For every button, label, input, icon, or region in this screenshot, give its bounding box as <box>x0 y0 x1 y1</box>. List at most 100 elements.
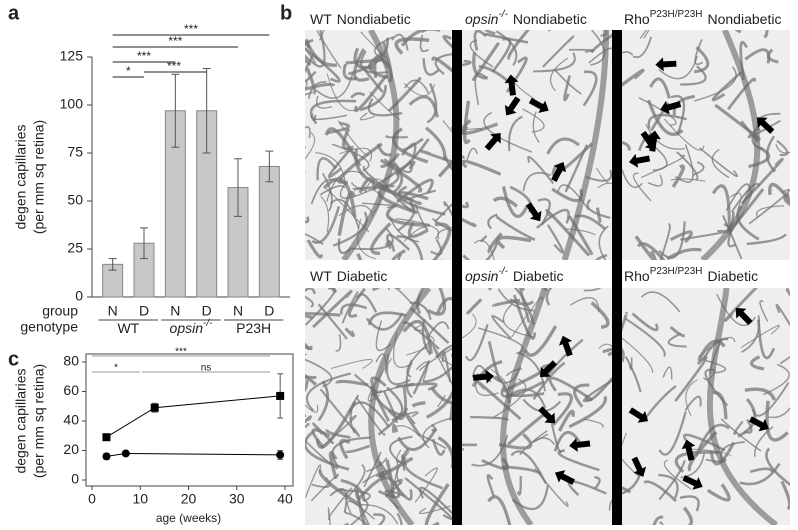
vessel <box>358 504 399 525</box>
vessel <box>344 463 366 501</box>
y-tick-label: 125 <box>60 48 84 64</box>
label-name: WT <box>310 268 332 284</box>
marker <box>150 403 159 412</box>
vessel <box>437 394 446 408</box>
major-vessel <box>706 288 778 525</box>
vessel <box>311 206 341 244</box>
vessel <box>723 288 758 322</box>
vessel <box>597 182 612 189</box>
group-label: WT <box>117 320 139 336</box>
major-vessel <box>499 288 548 525</box>
vessel <box>749 355 765 371</box>
vessel <box>423 365 452 383</box>
vessel <box>729 192 742 211</box>
series-line <box>106 395 281 438</box>
y-tick-label: 20 <box>63 441 79 457</box>
vessel <box>684 395 702 411</box>
vessel <box>533 52 576 73</box>
retina-image <box>462 288 612 525</box>
label-name: Rho <box>624 11 650 27</box>
vessel <box>401 447 443 490</box>
vessel <box>491 298 521 308</box>
vessel <box>498 433 533 450</box>
vessel <box>318 468 361 506</box>
vessel <box>359 84 387 112</box>
vessel <box>441 259 443 260</box>
vessel <box>768 406 790 419</box>
vessel <box>315 400 357 449</box>
label-condition: Nondiabetic <box>513 11 587 27</box>
vessel <box>622 51 634 56</box>
label-condition: Diabetic <box>708 268 759 284</box>
label-sup: -/- <box>498 266 508 277</box>
vessel <box>518 288 531 323</box>
vessel <box>397 428 438 451</box>
vessel <box>437 436 452 468</box>
x-tick-label: 20 <box>181 491 197 507</box>
vessel <box>397 185 446 216</box>
vessel <box>321 173 333 212</box>
vessel <box>305 83 336 91</box>
vessel <box>462 59 472 67</box>
vessel <box>347 37 389 76</box>
vessel <box>339 182 377 199</box>
vessel <box>396 512 403 525</box>
image-bg <box>622 30 790 260</box>
vessel <box>762 363 790 396</box>
vessel <box>697 339 726 362</box>
x-tick-label: 10 <box>132 491 148 507</box>
divider <box>452 30 462 525</box>
retina-image <box>462 30 612 260</box>
arrow <box>525 202 542 222</box>
vessel <box>780 480 790 511</box>
vessel <box>537 198 551 226</box>
vessel <box>387 386 408 420</box>
vessel <box>674 450 720 473</box>
vessel <box>491 314 512 340</box>
vessel <box>662 366 673 380</box>
vessel <box>470 415 510 422</box>
vessel <box>305 39 311 49</box>
vessel <box>622 347 625 363</box>
vessel <box>359 112 376 121</box>
vessel <box>727 77 757 111</box>
vessel <box>536 208 570 229</box>
vessel <box>519 437 556 456</box>
vessel <box>624 356 642 393</box>
vessel <box>495 215 536 242</box>
vessel <box>622 337 654 373</box>
vessel <box>384 240 396 252</box>
vessel <box>442 34 452 49</box>
arrow <box>655 57 677 72</box>
significance-label: * <box>114 363 118 374</box>
vessel <box>327 148 352 179</box>
label-name: opsin <box>465 268 499 284</box>
label-sup: -/- <box>498 9 508 20</box>
vessel <box>349 227 394 250</box>
x-tick-label: 40 <box>277 491 293 507</box>
arrow <box>631 456 647 477</box>
vessel <box>663 459 692 490</box>
vessel <box>568 395 607 429</box>
vessel <box>487 232 503 254</box>
vessel <box>327 507 331 525</box>
vessel <box>734 30 742 34</box>
vessel <box>395 218 440 240</box>
image-label: RhoP23H/P23H Diabetic <box>624 266 758 284</box>
vessel <box>437 160 452 178</box>
vessel <box>356 253 363 260</box>
vessel <box>639 30 650 39</box>
group-label: opsin-/- <box>170 318 214 336</box>
vessel <box>346 500 376 520</box>
panel-letter: c <box>8 348 19 370</box>
retina-image <box>622 288 790 525</box>
vessel <box>507 115 524 152</box>
vessel <box>622 68 645 87</box>
vessel <box>355 396 386 436</box>
vessel <box>712 390 728 420</box>
arrow <box>472 369 495 384</box>
vessel <box>487 495 512 525</box>
significance-label: *** <box>184 22 198 36</box>
vessel <box>354 74 388 113</box>
vessel <box>305 54 312 63</box>
